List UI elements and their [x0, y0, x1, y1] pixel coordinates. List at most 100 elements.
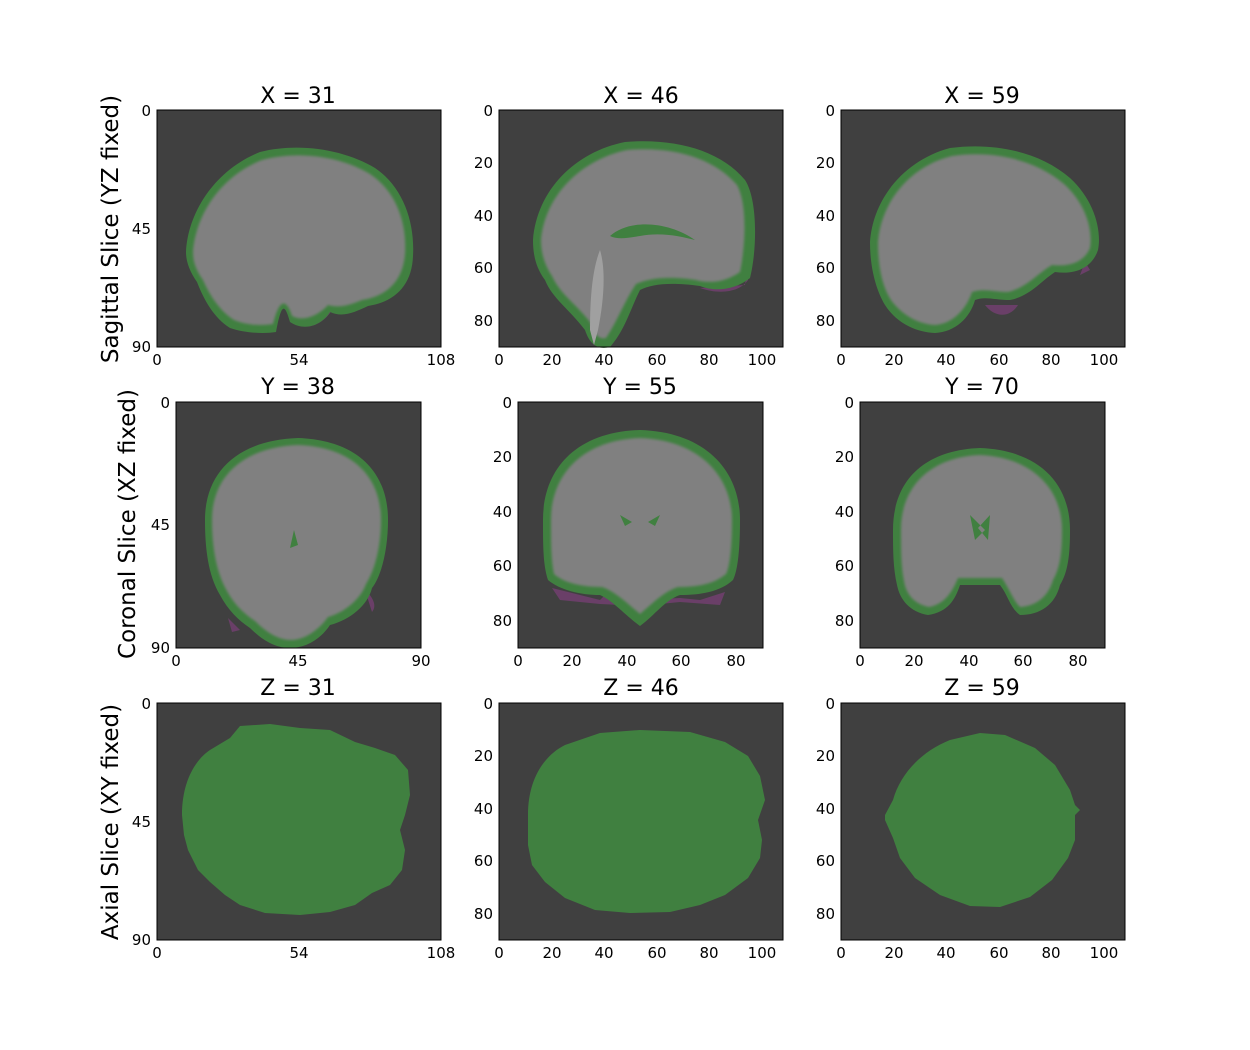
y-tick-label: 60: [816, 259, 835, 277]
brain-mask-image: [182, 724, 410, 915]
y-tick-label: 40: [474, 800, 493, 818]
axes-frame: [175, 401, 422, 649]
y-tick-label: 60: [835, 557, 854, 575]
panel-sagittal-x59: X = 59 0 20 40 60 80 0 20 40 60 80 100: [816, 84, 1126, 369]
y-tick-label: 60: [474, 259, 493, 277]
x-tick-label: 80: [1068, 652, 1087, 670]
y-tick-label: 40: [835, 503, 854, 521]
y-tick-label: 80: [493, 612, 512, 630]
y-tick-label: 40: [816, 207, 835, 225]
panel-title: Z = 59: [944, 676, 1020, 701]
y-tick-label: 60: [816, 852, 835, 870]
y-tick-label: 20: [816, 747, 835, 765]
axes-frame: [840, 702, 1126, 941]
x-tick-label: 0: [171, 652, 181, 670]
panel-title: Y = 38: [260, 375, 335, 400]
x-tick-label: 60: [989, 351, 1008, 369]
panel-title: Z = 31: [260, 676, 336, 701]
x-tick-label: 20: [542, 351, 561, 369]
axes-frame: [859, 401, 1106, 649]
y-tick-label: 80: [816, 905, 835, 923]
x-tick-label: 0: [836, 944, 846, 962]
panel-title: X = 46: [603, 84, 679, 109]
y-tick-label: 0: [825, 102, 835, 120]
y-tick-label: 0: [160, 394, 170, 412]
x-tick-label: 20: [542, 944, 561, 962]
y-tick-label: 60: [493, 557, 512, 575]
x-tick-label: 0: [494, 351, 504, 369]
panel-title: X = 59: [944, 84, 1020, 109]
y-tick-label: 0: [141, 695, 151, 713]
x-tick-label: 20: [904, 652, 923, 670]
x-tick-label: 80: [1041, 351, 1060, 369]
x-tick-label: 100: [1090, 944, 1119, 962]
x-tick-label: 108: [427, 944, 456, 962]
panel-sagittal-x31: X = 31 0 45 90 0 54 108: [132, 84, 455, 369]
x-tick-label: 0: [855, 652, 865, 670]
panel-axial-z59: Z = 59 0 20 40 60 80 0 20 40 60 80 100: [816, 676, 1126, 962]
y-tick-label: 20: [474, 747, 493, 765]
y-tick-label: 20: [493, 448, 512, 466]
panel-sagittal-x46: X = 46 0 20 40 60 80 0 20 40 60 80 100: [474, 84, 784, 369]
panel-coronal-y38: Y = 38 0 45 90 0 45 90: [151, 375, 431, 670]
y-tick-label: 0: [141, 102, 151, 120]
x-tick-label: 0: [494, 944, 504, 962]
panel-title: Y = 55: [602, 375, 677, 400]
x-tick-label: 20: [884, 351, 903, 369]
y-tick-label: 20: [474, 154, 493, 172]
row-label-sagittal: Sagittal Slice (YZ fixed): [98, 95, 124, 363]
y-tick-label: 45: [132, 813, 151, 831]
x-tick-label: 80: [699, 351, 718, 369]
y-tick-label: 0: [483, 695, 493, 713]
x-tick-label: 100: [1090, 351, 1119, 369]
y-tick-label: 0: [483, 102, 493, 120]
x-tick-label: 100: [748, 351, 777, 369]
x-tick-label: 40: [594, 351, 613, 369]
brain-slice-image: [205, 438, 388, 648]
x-tick-label: 108: [427, 351, 456, 369]
panel-coronal-y70: Y = 70 0 20 40 60 80 0 20 40 60 80: [835, 375, 1106, 670]
x-tick-label: 20: [884, 944, 903, 962]
y-tick-label: 60: [474, 852, 493, 870]
panel-axial-z31: Z = 31 0 45 90 0 54 108: [132, 676, 455, 962]
y-tick-label: 80: [835, 612, 854, 630]
y-tick-label: 0: [844, 394, 854, 412]
x-tick-label: 100: [748, 944, 777, 962]
brain-slice-image: [893, 448, 1070, 615]
x-tick-label: 60: [647, 944, 666, 962]
x-tick-label: 40: [594, 944, 613, 962]
x-tick-label: 60: [671, 652, 690, 670]
row-label-coronal: Coronal Slice (XZ fixed): [115, 389, 141, 659]
y-tick-label: 90: [132, 931, 151, 949]
y-tick-label: 90: [151, 639, 170, 657]
brain-mask-image: [885, 733, 1080, 907]
y-tick-label: 80: [474, 905, 493, 923]
brain-slice-image: [543, 430, 740, 626]
x-tick-label: 0: [152, 351, 162, 369]
axes-frame: [156, 702, 442, 941]
brain-mask-image: [528, 730, 765, 913]
y-tick-label: 45: [132, 220, 151, 238]
x-tick-label: 45: [288, 652, 307, 670]
x-tick-label: 60: [989, 944, 1008, 962]
brain-slice-image: [186, 147, 414, 333]
y-tick-label: 90: [132, 338, 151, 356]
x-tick-label: 40: [936, 944, 955, 962]
x-tick-label: 80: [726, 652, 745, 670]
x-tick-label: 90: [411, 652, 430, 670]
axes-frame: [498, 702, 784, 941]
panel-title: Z = 46: [603, 676, 679, 701]
axes-frame: [517, 401, 764, 649]
x-tick-label: 60: [647, 351, 666, 369]
y-tick-label: 0: [502, 394, 512, 412]
x-tick-label: 80: [1041, 944, 1060, 962]
panel-coronal-y55: Y = 55 0 20 40 60 80 0 20 40 60 80: [493, 375, 764, 670]
x-tick-label: 40: [936, 351, 955, 369]
y-tick-label: 40: [474, 207, 493, 225]
x-tick-label: 80: [699, 944, 718, 962]
x-tick-label: 54: [289, 944, 308, 962]
x-tick-label: 0: [152, 944, 162, 962]
axes-frame: [156, 109, 442, 348]
row-label-axial: Axial Slice (XY fixed): [98, 704, 124, 940]
